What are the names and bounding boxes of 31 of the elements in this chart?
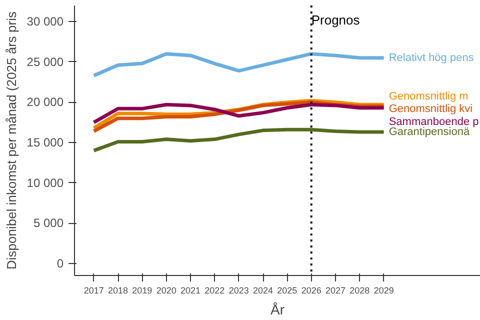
- x-axis-title: År: [270, 302, 285, 318]
- x-tick-label: 2018: [108, 286, 128, 296]
- y-tick-label: 20 000: [26, 95, 64, 110]
- series-label: Relativt hög pens: [388, 52, 474, 64]
- x-tick-label: 2019: [132, 286, 152, 296]
- x-tick-label: 2029: [374, 286, 394, 296]
- x-tick-label: 2027: [325, 286, 346, 296]
- x-tick-label: 2024: [252, 286, 274, 296]
- x-tick-label: 2028: [350, 286, 370, 296]
- series-label: Genomsnittlig kvi: [388, 103, 473, 116]
- series-label: Genomsnittlig m: [388, 90, 468, 103]
- x-tick-label: 2017: [84, 286, 104, 296]
- y-tick-label: 15 000: [26, 136, 64, 150]
- x-tick-label: 2020: [156, 286, 176, 296]
- line-series: [92, 102, 386, 124]
- line-series: [92, 52, 386, 78]
- series-label: Garantipensionä: [388, 126, 470, 138]
- line-series: [92, 128, 386, 152]
- x-tick-label: 2021: [180, 286, 201, 296]
- y-tick-label: 25 000: [26, 54, 64, 69]
- x-tick-label: 2023: [228, 286, 249, 296]
- x-tick-label: 2025: [277, 286, 298, 296]
- x-tick-label: 2022: [204, 286, 225, 296]
- y-tick-label: 0: [56, 256, 64, 270]
- y-tick-label: 5 000: [33, 216, 64, 230]
- y-tick-label: 30 000: [26, 14, 64, 29]
- x-tick-label: 2026: [301, 286, 322, 296]
- y-tick-label: 10 000: [26, 176, 64, 190]
- series-label: Sammanboende p: [388, 116, 479, 128]
- ref-line-label: Prognos: [311, 12, 360, 28]
- y-axis-title: Disponibel inkomst per månad (2025 års pris: [4, 11, 19, 270]
